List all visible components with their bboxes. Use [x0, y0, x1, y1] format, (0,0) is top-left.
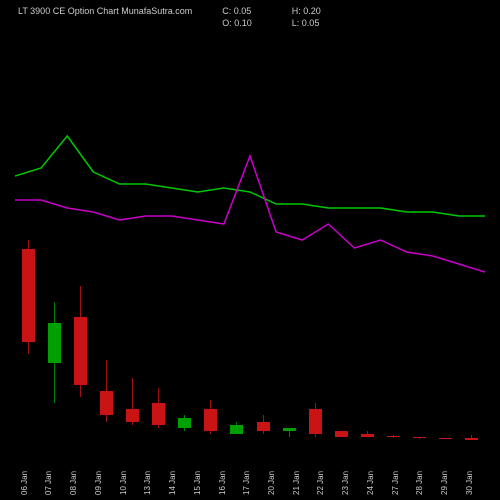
candle-body: [309, 409, 322, 434]
candle-body: [22, 249, 35, 341]
candle-body: [126, 409, 139, 421]
x-tick-label: 29 Jan: [440, 471, 449, 495]
green-series: [15, 136, 485, 216]
candle-body: [335, 431, 348, 437]
candle-body: [361, 434, 374, 437]
candle-body: [230, 425, 243, 434]
candle-body: [152, 403, 165, 425]
x-tick-label: 09 Jan: [94, 471, 103, 495]
low-value: L: 0.05: [292, 18, 321, 28]
x-tick-label: 10 Jan: [119, 471, 128, 495]
x-tick-label: 20 Jan: [267, 471, 276, 495]
candle-body: [257, 422, 270, 431]
close-value: C: 0.05: [222, 6, 252, 16]
candle-body: [204, 409, 217, 431]
candle-body: [413, 437, 426, 438]
x-tick-label: 21 Jan: [292, 471, 301, 495]
x-tick-label: 23 Jan: [341, 471, 350, 495]
x-tick-label: 15 Jan: [193, 471, 202, 495]
x-tick-label: 22 Jan: [316, 471, 325, 495]
x-tick-label: 16 Jan: [218, 471, 227, 495]
chart-plot-area: [15, 40, 485, 440]
x-tick-label: 28 Jan: [415, 471, 424, 495]
candle-body: [283, 428, 296, 431]
x-axis: 06 Jan 07 Jan 08 Jan 09 Jan 10 Jan 13 Jan 14 J…: [15, 445, 485, 495]
high-value: H: 0.20: [292, 6, 321, 16]
candle-body: [387, 436, 400, 437]
candlestick-region: [15, 240, 485, 440]
candle-body: [439, 438, 452, 439]
candle-body: [178, 418, 191, 427]
candle-body: [48, 323, 61, 363]
x-tick-label: 08 Jan: [69, 471, 78, 495]
candle-body: [100, 391, 113, 416]
candle-body: [465, 438, 478, 440]
chart-title: LT 3900 CE Option Chart MunafaSutra.com: [18, 6, 192, 28]
x-tick-label: 27 Jan: [391, 471, 400, 495]
ohlc-display: C: 0.05 O: 0.10 H: 0.20 L: 0.05: [222, 6, 321, 28]
x-tick-label: 24 Jan: [366, 471, 375, 495]
x-tick-label: 30 Jan: [465, 471, 474, 495]
x-tick-label: 14 Jan: [168, 471, 177, 495]
x-tick-label: 06 Jan: [20, 471, 29, 495]
chart-header: LT 3900 CE Option Chart MunafaSutra.com …: [0, 6, 500, 28]
open-value: O: 0.10: [222, 18, 252, 28]
x-tick-label: 17 Jan: [242, 471, 251, 495]
x-tick-label: 07 Jan: [44, 471, 53, 495]
x-tick-label: 13 Jan: [143, 471, 152, 495]
candle-body: [74, 317, 87, 385]
